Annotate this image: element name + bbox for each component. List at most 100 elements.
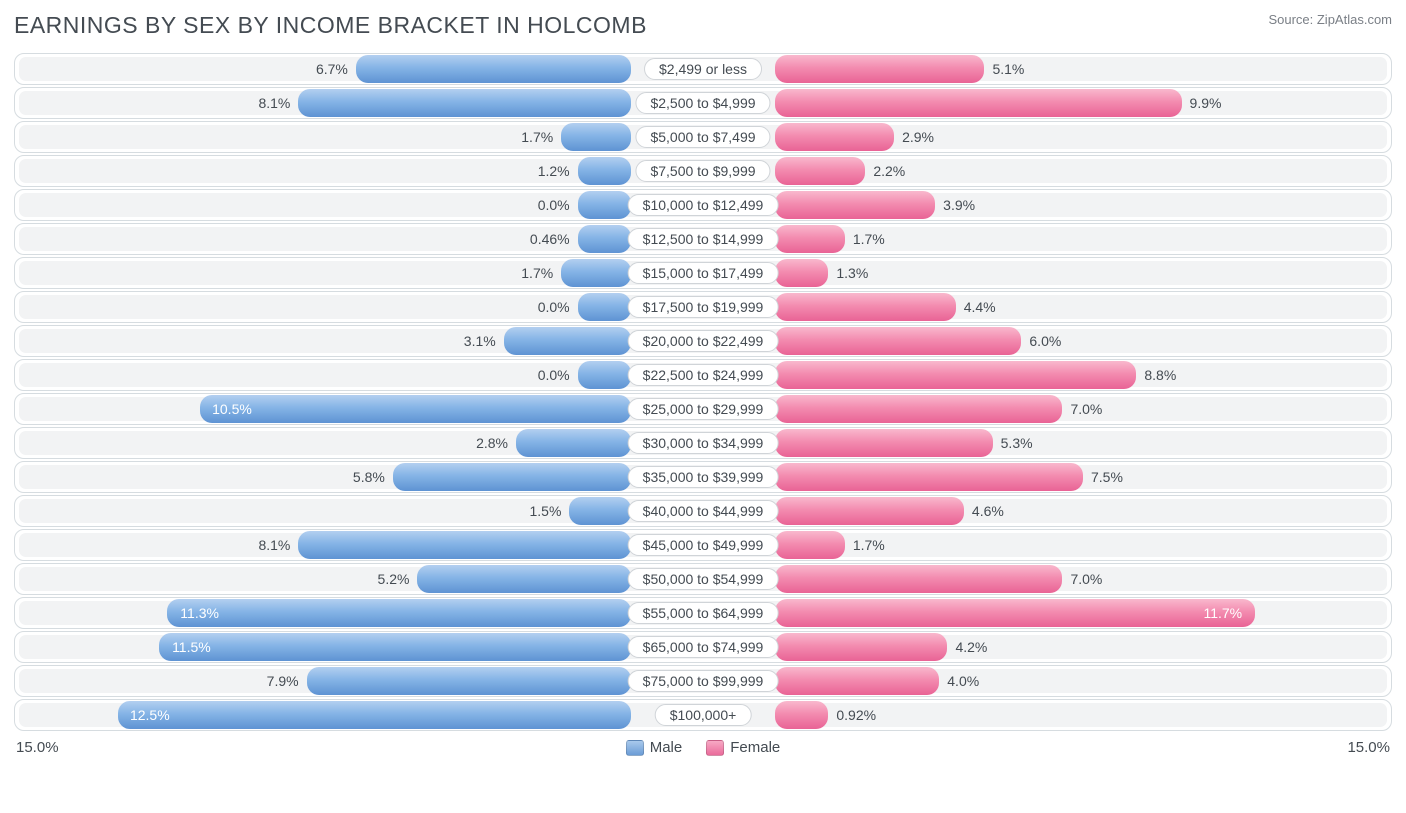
female-half: 4.0% xyxy=(775,666,1391,696)
male-pct: 0.0% xyxy=(538,367,570,383)
male-bar xyxy=(578,157,631,185)
male-pct: 2.8% xyxy=(476,435,508,451)
male-bar xyxy=(578,191,631,219)
bracket-label: $35,000 to $39,999 xyxy=(628,466,779,488)
male-bar xyxy=(307,667,631,695)
female-half: 5.3% xyxy=(775,428,1391,458)
bracket-label: $12,500 to $14,999 xyxy=(628,228,779,250)
legend-female: Female xyxy=(706,739,780,756)
male-half: 12.5% xyxy=(15,700,631,730)
male-half: 7.9% xyxy=(15,666,631,696)
source-attribution: Source: ZipAtlas.com xyxy=(1268,12,1392,27)
male-half: 3.1% xyxy=(15,326,631,356)
female-pct: 0.92% xyxy=(836,707,876,723)
male-pct: 3.1% xyxy=(464,333,496,349)
male-half: 1.2% xyxy=(15,156,631,186)
male-half: 0.46% xyxy=(15,224,631,254)
female-half: 4.2% xyxy=(775,632,1391,662)
male-bar xyxy=(298,531,631,559)
female-half: 6.0% xyxy=(775,326,1391,356)
male-bar xyxy=(569,497,631,525)
bracket-label: $7,500 to $9,999 xyxy=(635,160,770,182)
male-pct: 11.3% xyxy=(180,605,219,621)
female-half: 2.9% xyxy=(775,122,1391,152)
male-pct: 7.9% xyxy=(267,673,299,689)
male-half: 1.7% xyxy=(15,258,631,288)
male-bar xyxy=(578,293,631,321)
female-bar xyxy=(775,55,984,83)
female-bar xyxy=(775,327,1021,355)
male-bar xyxy=(298,89,631,117)
male-half: 8.1% xyxy=(15,88,631,118)
male-bar xyxy=(578,361,631,389)
female-bar xyxy=(775,599,1255,627)
male-pct: 11.5% xyxy=(172,639,211,655)
bracket-label: $25,000 to $29,999 xyxy=(628,398,779,420)
legend-female-label: Female xyxy=(730,739,780,756)
chart-row: 0.0%$22,500 to $24,9998.8% xyxy=(14,359,1392,391)
female-half: 11.7% xyxy=(775,598,1391,628)
female-bar xyxy=(775,225,845,253)
axis-max-left: 15.0% xyxy=(16,739,59,756)
female-bar xyxy=(775,667,939,695)
female-bar xyxy=(775,531,845,559)
male-bar xyxy=(516,429,631,457)
male-pct: 0.0% xyxy=(538,299,570,315)
male-bar xyxy=(393,463,631,491)
bracket-label: $15,000 to $17,499 xyxy=(628,262,779,284)
bracket-label: $50,000 to $54,999 xyxy=(628,568,779,590)
female-pct: 2.9% xyxy=(902,129,934,145)
female-pct: 9.9% xyxy=(1190,95,1222,111)
female-bar xyxy=(775,497,964,525)
bracket-label: $55,000 to $64,999 xyxy=(628,602,779,624)
male-pct: 10.5% xyxy=(212,401,252,417)
female-half: 9.9% xyxy=(775,88,1391,118)
female-half: 5.1% xyxy=(775,54,1391,84)
bracket-label: $40,000 to $44,999 xyxy=(628,500,779,522)
male-pct: 8.1% xyxy=(258,95,290,111)
female-pct: 3.9% xyxy=(943,197,975,213)
male-pct: 1.5% xyxy=(529,503,561,519)
female-bar xyxy=(775,463,1083,491)
bracket-label: $45,000 to $49,999 xyxy=(628,534,779,556)
female-pct: 5.1% xyxy=(992,61,1024,77)
female-pct: 4.2% xyxy=(955,639,987,655)
female-half: 8.8% xyxy=(775,360,1391,390)
female-half: 3.9% xyxy=(775,190,1391,220)
chart-header: EARNINGS BY SEX BY INCOME BRACKET IN HOL… xyxy=(14,12,1392,39)
chart-row: 6.7%$2,499 or less5.1% xyxy=(14,53,1392,85)
male-pct: 1.7% xyxy=(521,265,553,281)
bracket-label: $10,000 to $12,499 xyxy=(628,194,779,216)
female-half: 1.7% xyxy=(775,530,1391,560)
chart-row: 0.0%$10,000 to $12,4993.9% xyxy=(14,189,1392,221)
female-pct: 7.5% xyxy=(1091,469,1123,485)
chart-row: 11.3% $55,000 to $64,99911.7% xyxy=(14,597,1392,629)
male-half: 6.7% xyxy=(15,54,631,84)
female-bar xyxy=(775,89,1182,117)
male-bar xyxy=(356,55,631,83)
chart-row: 0.0%$17,500 to $19,9994.4% xyxy=(14,291,1392,323)
female-bar xyxy=(775,565,1062,593)
male-pct: 6.7% xyxy=(316,61,348,77)
female-pct: 1.7% xyxy=(853,537,885,553)
male-pct: 5.8% xyxy=(353,469,385,485)
female-half: 1.7% xyxy=(775,224,1391,254)
female-bar xyxy=(775,191,935,219)
female-pct: 2.2% xyxy=(873,163,905,179)
female-half: 0.92% xyxy=(775,700,1391,730)
male-bar xyxy=(200,395,631,423)
chart-row: 1.2%$7,500 to $9,999 2.2% xyxy=(14,155,1392,187)
female-bar xyxy=(775,293,956,321)
chart-row: 0.46%$12,500 to $14,9991.7% xyxy=(14,223,1392,255)
female-pct: 5.3% xyxy=(1001,435,1033,451)
male-half: 1.7% xyxy=(15,122,631,152)
male-pct: 12.5% xyxy=(130,707,170,723)
legend-male-label: Male xyxy=(650,739,683,756)
male-pct: 5.2% xyxy=(378,571,410,587)
bracket-label: $20,000 to $22,499 xyxy=(628,330,779,352)
bracket-label: $65,000 to $74,999 xyxy=(628,636,779,658)
chart-row: 5.2%$50,000 to $54,9997.0% xyxy=(14,563,1392,595)
male-half: 11.3% xyxy=(15,598,631,628)
chart-row: 8.1%$2,500 to $4,9999.9% xyxy=(14,87,1392,119)
female-pct: 4.4% xyxy=(964,299,996,315)
